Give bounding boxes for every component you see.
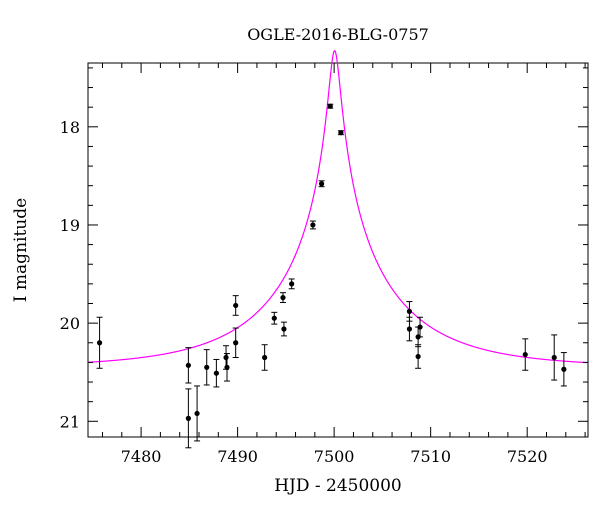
data-marker <box>406 326 413 332</box>
data-point <box>309 220 316 230</box>
x-tick-label: 7480 <box>121 447 162 466</box>
data-marker <box>194 410 200 417</box>
y-tick-label: 20 <box>60 314 80 333</box>
x-tick-label: 7500 <box>314 447 355 466</box>
data-marker <box>185 415 191 421</box>
data-marker <box>233 302 239 309</box>
x-tick-label: 7510 <box>410 447 451 466</box>
data-marker <box>281 326 287 332</box>
data-marker <box>522 351 528 358</box>
data-point <box>185 388 192 449</box>
data-point <box>415 344 422 369</box>
data-point <box>279 292 286 304</box>
data-point <box>327 103 334 109</box>
data-point <box>406 316 413 342</box>
data-marker <box>289 281 295 287</box>
data-point <box>232 295 239 316</box>
data-marker <box>327 103 333 109</box>
data-marker <box>310 222 316 228</box>
data-marker <box>233 340 239 346</box>
data-point <box>185 347 192 384</box>
data-point <box>194 385 201 442</box>
data-marker <box>338 130 344 136</box>
data-point <box>560 352 567 387</box>
data-point <box>551 334 558 381</box>
y-ticks-group: 18 19 20 21 <box>60 67 588 431</box>
y-tick-label: 19 <box>60 216 80 235</box>
y-tick-label: 21 <box>60 412 80 431</box>
y-tick-label: 18 <box>60 118 80 137</box>
x-tick-label: 7520 <box>507 447 548 466</box>
chart-title: OGLE-2016-BLG-0757 <box>247 25 429 44</box>
data-marker <box>213 370 219 376</box>
data-point <box>522 338 529 371</box>
data-marker <box>262 354 268 361</box>
data-marker <box>417 324 423 330</box>
data-marker <box>224 364 230 370</box>
x-axis-label: HJD - 2450000 <box>274 476 402 496</box>
data-marker <box>415 353 421 360</box>
y-axis-label: I magnitude <box>11 198 31 302</box>
data-marker <box>96 340 103 346</box>
data-point <box>337 130 344 136</box>
data-marker <box>271 315 277 321</box>
x-tick-label: 7490 <box>217 447 258 466</box>
data-marker <box>561 366 567 372</box>
data-point <box>232 327 239 358</box>
data-point <box>261 344 268 371</box>
data-marker <box>185 362 191 368</box>
data-point <box>223 353 230 382</box>
data-marker <box>551 354 557 361</box>
data-point <box>213 358 220 388</box>
x-ticks-group: 7480 7490 7500 7510 7520 <box>101 63 586 466</box>
data-marker <box>204 364 210 370</box>
data-marker <box>406 308 413 314</box>
data-point <box>96 316 103 369</box>
data-point <box>288 278 295 290</box>
data-points-group <box>96 103 567 449</box>
data-marker <box>280 295 286 301</box>
data-point <box>280 321 287 337</box>
data-point <box>318 180 325 188</box>
data-point <box>203 349 210 386</box>
model-curve <box>87 49 589 364</box>
plot-frame <box>87 62 589 438</box>
data-marker <box>223 354 229 361</box>
plot-area: 7480 7490 7500 7510 7520 18 19 20 21 <box>60 49 589 466</box>
data-marker <box>318 181 325 187</box>
data-point <box>417 316 424 338</box>
model-curve-group <box>87 49 589 364</box>
data-point <box>271 311 278 325</box>
